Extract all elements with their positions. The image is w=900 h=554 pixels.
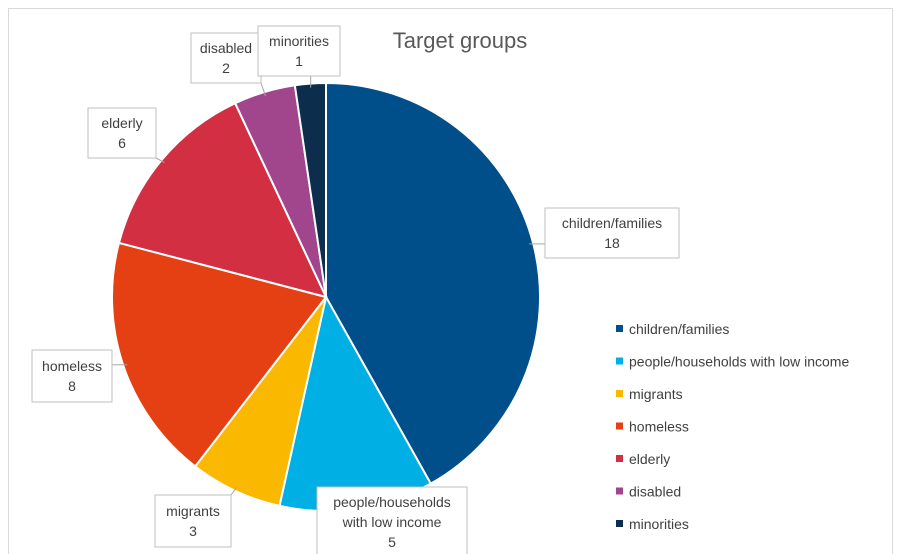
legend-item-homeless: homeless (616, 419, 689, 435)
data-label-category: migrants (166, 503, 220, 519)
legend-label: minorities (629, 516, 689, 532)
pie-slices (111, 81, 542, 512)
legend-label: disabled (629, 484, 681, 500)
data-label-value: 8 (68, 378, 76, 394)
data-label-category: minorities (269, 33, 329, 49)
callout-minorities: minorities 1 (257, 25, 341, 77)
callout-leader-lines (112, 76, 545, 496)
chart-title: Target groups (393, 28, 528, 53)
callout-disabled: disabled 2 (190, 32, 262, 84)
callout-box (316, 486, 468, 554)
data-label-value: 2 (222, 60, 230, 76)
data-label-category: disabled (200, 40, 252, 56)
data-label-category: elderly (101, 115, 142, 131)
legend-item-minorities: minorities (616, 516, 689, 532)
pie-slice-homeless (111, 241, 328, 468)
data-label-category: with low income (342, 514, 442, 530)
callout-box (87, 107, 157, 159)
callout-people-households-with-low-income: people/households with low income 5 (316, 486, 468, 554)
legend-swatch (616, 487, 623, 495)
legend: children/families people/households with … (616, 321, 849, 532)
legend-item-children-families: children/families (616, 321, 729, 337)
legend-swatch (616, 357, 623, 365)
data-label-value: 1 (295, 53, 303, 69)
callout-box (544, 207, 680, 259)
legend-item-people-households-with-low-income: people/households with low income (616, 354, 849, 370)
chart-frame (8, 8, 893, 554)
pie-slice-elderly (117, 101, 328, 299)
callout-children-families: children/families 18 (544, 207, 680, 259)
legend-swatch (616, 422, 623, 430)
legend-label: migrants (629, 386, 683, 402)
callout-box (190, 32, 262, 84)
legend-label: elderly (629, 451, 670, 467)
callout-elderly: elderly 6 (87, 107, 157, 159)
legend-label: homeless (629, 419, 689, 435)
legend-item-elderly: elderly (616, 451, 670, 467)
data-label-value: 18 (604, 235, 620, 251)
data-label-category: people/households (333, 494, 451, 510)
callout-box (31, 349, 113, 403)
callout-box (257, 25, 341, 77)
callout-box (154, 494, 232, 548)
leader-line-migrants (230, 486, 238, 496)
legend-item-migrants: migrants (616, 386, 683, 402)
legend-swatch (616, 325, 623, 332)
legend-swatch (616, 455, 623, 462)
data-label-value: 5 (388, 534, 396, 550)
data-label-value: 6 (118, 135, 126, 151)
data-label-category: children/families (562, 215, 662, 231)
legend-label: people/households with low income (629, 354, 849, 370)
legend-label: children/families (629, 321, 729, 337)
legend-swatch (616, 390, 623, 397)
pie-slice-children-families (325, 81, 542, 485)
leader-line-disabled (260, 82, 266, 97)
callout-homeless: homeless 8 (31, 349, 113, 403)
legend-item-disabled: disabled (616, 484, 681, 500)
callout-migrants: migrants 3 (154, 494, 232, 548)
legend-swatch (616, 520, 623, 527)
data-label-category: homeless (42, 358, 102, 374)
data-label-value: 3 (189, 523, 197, 539)
data-callouts: children/families18people/householdswith… (31, 25, 680, 554)
leader-line-elderly (155, 157, 165, 164)
